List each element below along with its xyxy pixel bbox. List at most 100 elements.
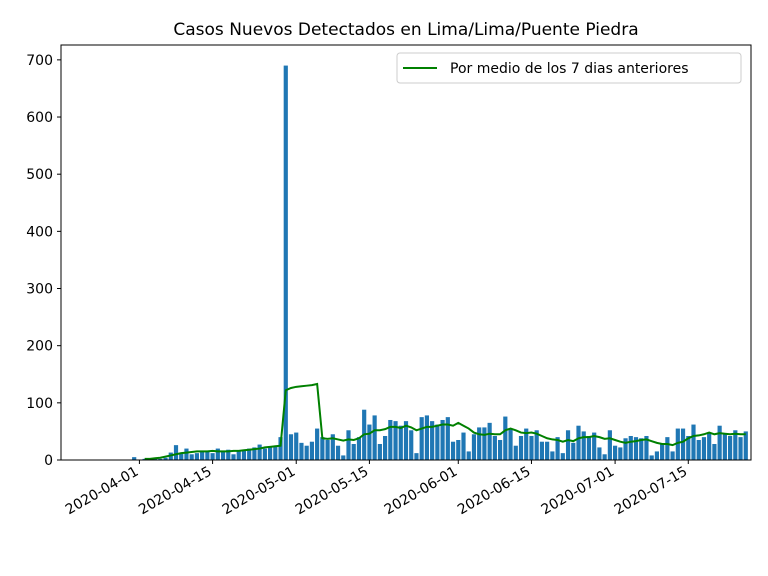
bar bbox=[414, 453, 419, 460]
bar bbox=[602, 454, 607, 460]
bar bbox=[262, 448, 267, 460]
bar bbox=[728, 435, 733, 460]
bar bbox=[743, 431, 748, 460]
bar bbox=[675, 428, 680, 460]
bar bbox=[173, 445, 179, 460]
bar bbox=[592, 432, 597, 460]
bar bbox=[628, 435, 633, 460]
legend-frame bbox=[396, 52, 742, 84]
bar bbox=[607, 430, 612, 460]
bar bbox=[597, 447, 602, 460]
line bbox=[144, 382, 746, 460]
bar bbox=[461, 432, 466, 460]
bar bbox=[717, 425, 722, 460]
bar bbox=[534, 430, 539, 460]
bar bbox=[179, 453, 184, 460]
bar bbox=[498, 439, 503, 460]
bar bbox=[529, 435, 534, 460]
bar bbox=[466, 451, 471, 460]
bar bbox=[184, 448, 189, 460]
bar bbox=[665, 437, 670, 460]
bar bbox=[633, 437, 639, 460]
bar bbox=[304, 445, 309, 460]
bar bbox=[356, 437, 362, 460]
bar bbox=[372, 415, 377, 460]
bar bbox=[477, 427, 482, 460]
bar bbox=[194, 453, 199, 460]
bar bbox=[231, 454, 236, 460]
bar bbox=[409, 430, 414, 460]
bar bbox=[215, 448, 220, 460]
bar bbox=[581, 431, 586, 460]
bar bbox=[377, 443, 382, 460]
bar bbox=[247, 448, 252, 460]
bar bbox=[142, 458, 147, 460]
bar bbox=[550, 451, 555, 460]
bar bbox=[200, 451, 205, 460]
bar bbox=[649, 455, 654, 460]
bar bbox=[283, 65, 288, 460]
bar bbox=[335, 445, 341, 460]
bar bbox=[738, 437, 743, 460]
bar bbox=[398, 425, 403, 460]
bar bbox=[163, 457, 168, 460]
bar bbox=[623, 438, 628, 460]
bar bbox=[701, 437, 707, 460]
bar bbox=[367, 424, 372, 460]
bar bbox=[450, 441, 456, 460]
bar bbox=[257, 444, 262, 460]
bar bbox=[712, 443, 717, 460]
bar bbox=[707, 432, 712, 460]
bar bbox=[268, 447, 273, 460]
bar bbox=[639, 438, 644, 460]
bar bbox=[686, 435, 691, 460]
bar bbox=[524, 428, 529, 460]
bar bbox=[220, 451, 226, 460]
bar bbox=[309, 441, 314, 460]
bar bbox=[273, 445, 278, 460]
bar bbox=[696, 439, 701, 460]
bar bbox=[618, 447, 623, 460]
bar bbox=[691, 424, 696, 460]
y-tick-label: 600 bbox=[26, 110, 53, 126]
bar bbox=[565, 430, 571, 460]
bar bbox=[733, 430, 738, 460]
bar bbox=[660, 443, 665, 460]
bar bbox=[205, 451, 210, 460]
bar bbox=[555, 437, 560, 460]
y-tick-label: 100 bbox=[26, 396, 53, 412]
bar bbox=[403, 421, 409, 460]
bar bbox=[189, 454, 194, 460]
bar bbox=[487, 422, 492, 460]
bar bbox=[518, 435, 524, 460]
bar bbox=[294, 432, 299, 460]
plot-frame bbox=[60, 44, 752, 461]
bar bbox=[440, 419, 445, 460]
bar bbox=[393, 421, 398, 460]
bar bbox=[613, 445, 618, 460]
bar bbox=[288, 434, 294, 460]
bar bbox=[252, 447, 257, 460]
bar bbox=[210, 453, 215, 460]
bar bbox=[445, 417, 450, 460]
bar bbox=[456, 439, 461, 460]
y-tick-label: 200 bbox=[26, 339, 53, 355]
bar bbox=[419, 417, 424, 460]
bar bbox=[722, 434, 727, 460]
bar bbox=[236, 451, 241, 460]
bar bbox=[158, 458, 163, 460]
bar bbox=[586, 435, 592, 460]
bar bbox=[571, 442, 576, 460]
y-tick-label: 700 bbox=[26, 53, 53, 69]
bar bbox=[680, 428, 686, 460]
bar bbox=[644, 435, 649, 460]
y-tick-label: 0 bbox=[44, 453, 53, 469]
bar bbox=[435, 424, 440, 460]
bar bbox=[278, 437, 283, 460]
bar bbox=[320, 437, 325, 460]
bar bbox=[388, 419, 393, 460]
bar bbox=[654, 451, 659, 460]
bar bbox=[503, 416, 508, 460]
